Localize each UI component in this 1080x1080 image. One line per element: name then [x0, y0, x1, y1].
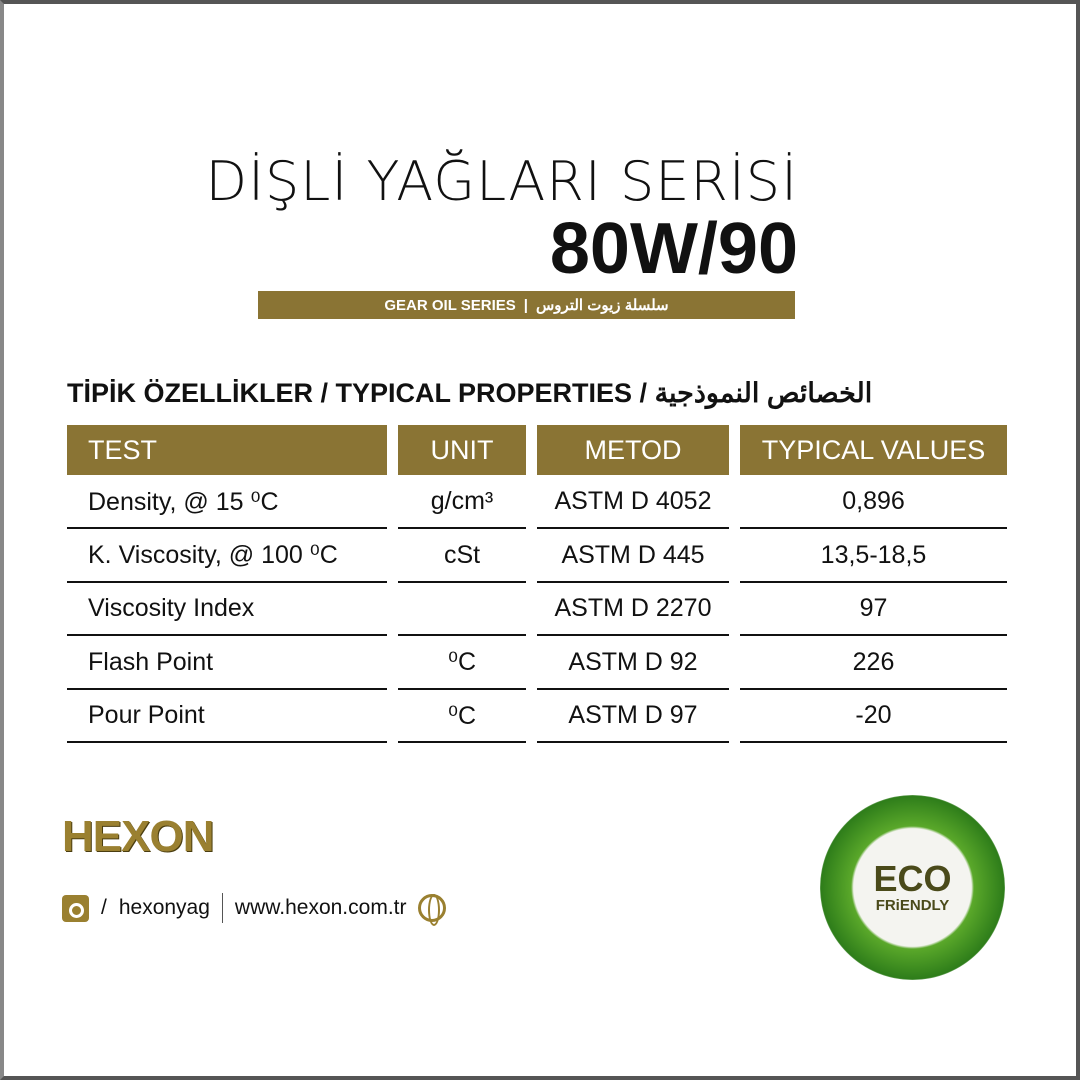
cell-unit: cSt [398, 530, 526, 583]
cell-method: ASTM D 445 [537, 530, 729, 583]
header-values: TYPICAL VALUES [740, 425, 1007, 475]
header-unit: UNIT [398, 425, 526, 475]
band-arabic: سلسلة زيوت التروس [535, 297, 669, 314]
website-link[interactable]: www.hexon.com.tr [234, 896, 407, 919]
instagram-icon[interactable] [62, 894, 89, 922]
eco-friendly-badge: ECO FRiENDLY [820, 795, 1005, 980]
cell-unit: ⁰C [398, 690, 526, 743]
header-test: TEST [67, 425, 387, 475]
cell-value: 226 [740, 637, 1007, 690]
divider [221, 893, 223, 923]
cell-test: Viscosity Index [67, 583, 387, 636]
grade-title: 80W/90 [549, 209, 798, 289]
cell-method: ASTM D 92 [537, 637, 729, 690]
cell-test: Pour Point [67, 690, 387, 743]
cell-method: ASTM D 97 [537, 690, 729, 743]
header-method: METOD [537, 425, 729, 475]
badge-line2: FRiENDLY [875, 897, 950, 914]
cell-unit: ⁰C [398, 637, 526, 690]
instagram-prefix: / [101, 896, 107, 919]
hexon-logo: HEXON [62, 812, 214, 861]
section-title: TİPİK ÖZELLİKLER / TYPICAL PROPERTIES / … [67, 378, 873, 408]
badge-line1: ECO [873, 858, 952, 899]
cell-test: Flash Point [67, 637, 387, 690]
cell-value: -20 [740, 690, 1007, 743]
cell-unit [398, 583, 526, 636]
globe-icon[interactable] [418, 894, 447, 926]
cell-test: Density, @ 15 ⁰C [67, 476, 387, 529]
band-separator: | [523, 296, 528, 314]
cell-value: 13,5-18,5 [740, 530, 1007, 583]
cell-test: K. Viscosity, @ 100 ⁰C [67, 530, 387, 583]
social-links: / hexonyag www.hexon.com.tr [62, 893, 447, 926]
cell-method: ASTM D 4052 [537, 476, 729, 529]
cell-value: 97 [740, 583, 1007, 636]
series-title: DİŞLİ YAĞLARI SERİSİ [205, 150, 798, 213]
cell-unit: g/cm³ [398, 476, 526, 529]
cell-method: ASTM D 2270 [537, 583, 729, 636]
band-english: GEAR OIL SERIES [384, 296, 516, 314]
instagram-handle[interactable]: hexonyag [118, 896, 210, 919]
cell-value: 0,896 [740, 476, 1007, 529]
series-band: GEAR OIL SERIES | سلسلة زيوت التروس [258, 291, 795, 319]
